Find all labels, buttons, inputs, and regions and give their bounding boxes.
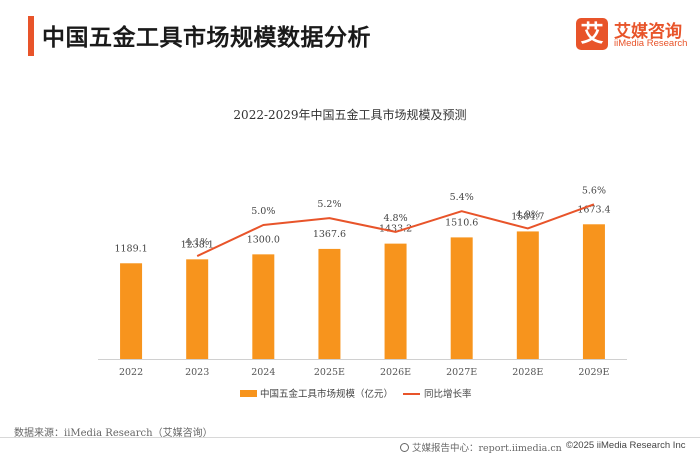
- footer-copyright: ©2025 iiMedia Research Inc: [566, 440, 686, 451]
- growth-rate-label: 5.4%: [450, 192, 474, 203]
- x-tick-label: 2029E: [578, 367, 609, 378]
- x-tick-label: 2023: [185, 367, 209, 378]
- legend-bar-swatch: [240, 390, 257, 397]
- page-title: 中国五金工具市场规模数据分析: [42, 25, 371, 51]
- bar: [450, 237, 473, 359]
- x-tick-label: 2028E: [512, 367, 543, 378]
- bar-value-label: 1510.6: [445, 217, 478, 228]
- footer-report-link: 艾媒报告中心：report.iimedia.cn: [412, 443, 562, 454]
- bar-value-label: 1189.1: [114, 243, 147, 254]
- x-tick-label: 2026E: [380, 367, 411, 378]
- legend-line-label: 同比增长率: [424, 388, 472, 400]
- footer-divider: [0, 437, 700, 438]
- legend-bar-label: 中国五金工具市场规模（亿元）: [260, 388, 393, 400]
- bar: [186, 259, 209, 359]
- bar-value-label: 1673.4: [577, 204, 610, 215]
- bar: [120, 263, 143, 359]
- bar: [384, 243, 407, 359]
- bar: [582, 224, 605, 359]
- logo-name-cn: 艾媒咨询: [614, 22, 682, 42]
- footer-report-center: 艾媒报告中心：report.iimedia.cn: [400, 440, 562, 454]
- growth-rate-label: 5.2%: [317, 199, 341, 210]
- globe-icon: [400, 443, 409, 452]
- x-tick-label: 2027E: [446, 367, 477, 378]
- bar-value-label: 1584.7: [511, 211, 544, 222]
- growth-rate-label: 4.8%: [383, 213, 407, 224]
- bar: [516, 231, 539, 359]
- growth-rate-label: 5.6%: [582, 185, 606, 196]
- bar-value-label: 1367.6: [313, 229, 346, 240]
- source-note: 数据来源：iiMedia Research（艾媒咨询）: [14, 428, 213, 439]
- logo-name-en: iiMedia Research: [614, 38, 688, 49]
- bar-value-label: 1433.2: [379, 224, 412, 235]
- x-tick-label: 2022: [119, 367, 143, 378]
- growth-rate-line: [196, 203, 595, 257]
- x-tick-label: 2025E: [314, 367, 345, 378]
- chart-title: 2022-2029年中国五金工具市场规模及预测: [233, 108, 467, 122]
- x-tick-label: 2024: [251, 367, 275, 378]
- title-accent-bar: [28, 16, 34, 56]
- bar: [252, 254, 275, 359]
- chart-svg: 1189.1 2022 1238.1 2023 1300.0 2024 1367.6 2025…: [98, 185, 627, 400]
- logo-mark: 艾: [576, 18, 608, 50]
- bar-value-label: 1238.1: [181, 239, 214, 250]
- bar-value-label: 1300.0: [247, 234, 280, 245]
- bar: [318, 248, 341, 359]
- logo: 艾 艾媒咨询 iiMedia Research: [576, 18, 696, 58]
- growth-rate-label: 4.9%: [516, 209, 540, 220]
- growth-rate-label: 4.1%: [185, 237, 209, 248]
- growth-rate-label: 5.0%: [251, 206, 275, 217]
